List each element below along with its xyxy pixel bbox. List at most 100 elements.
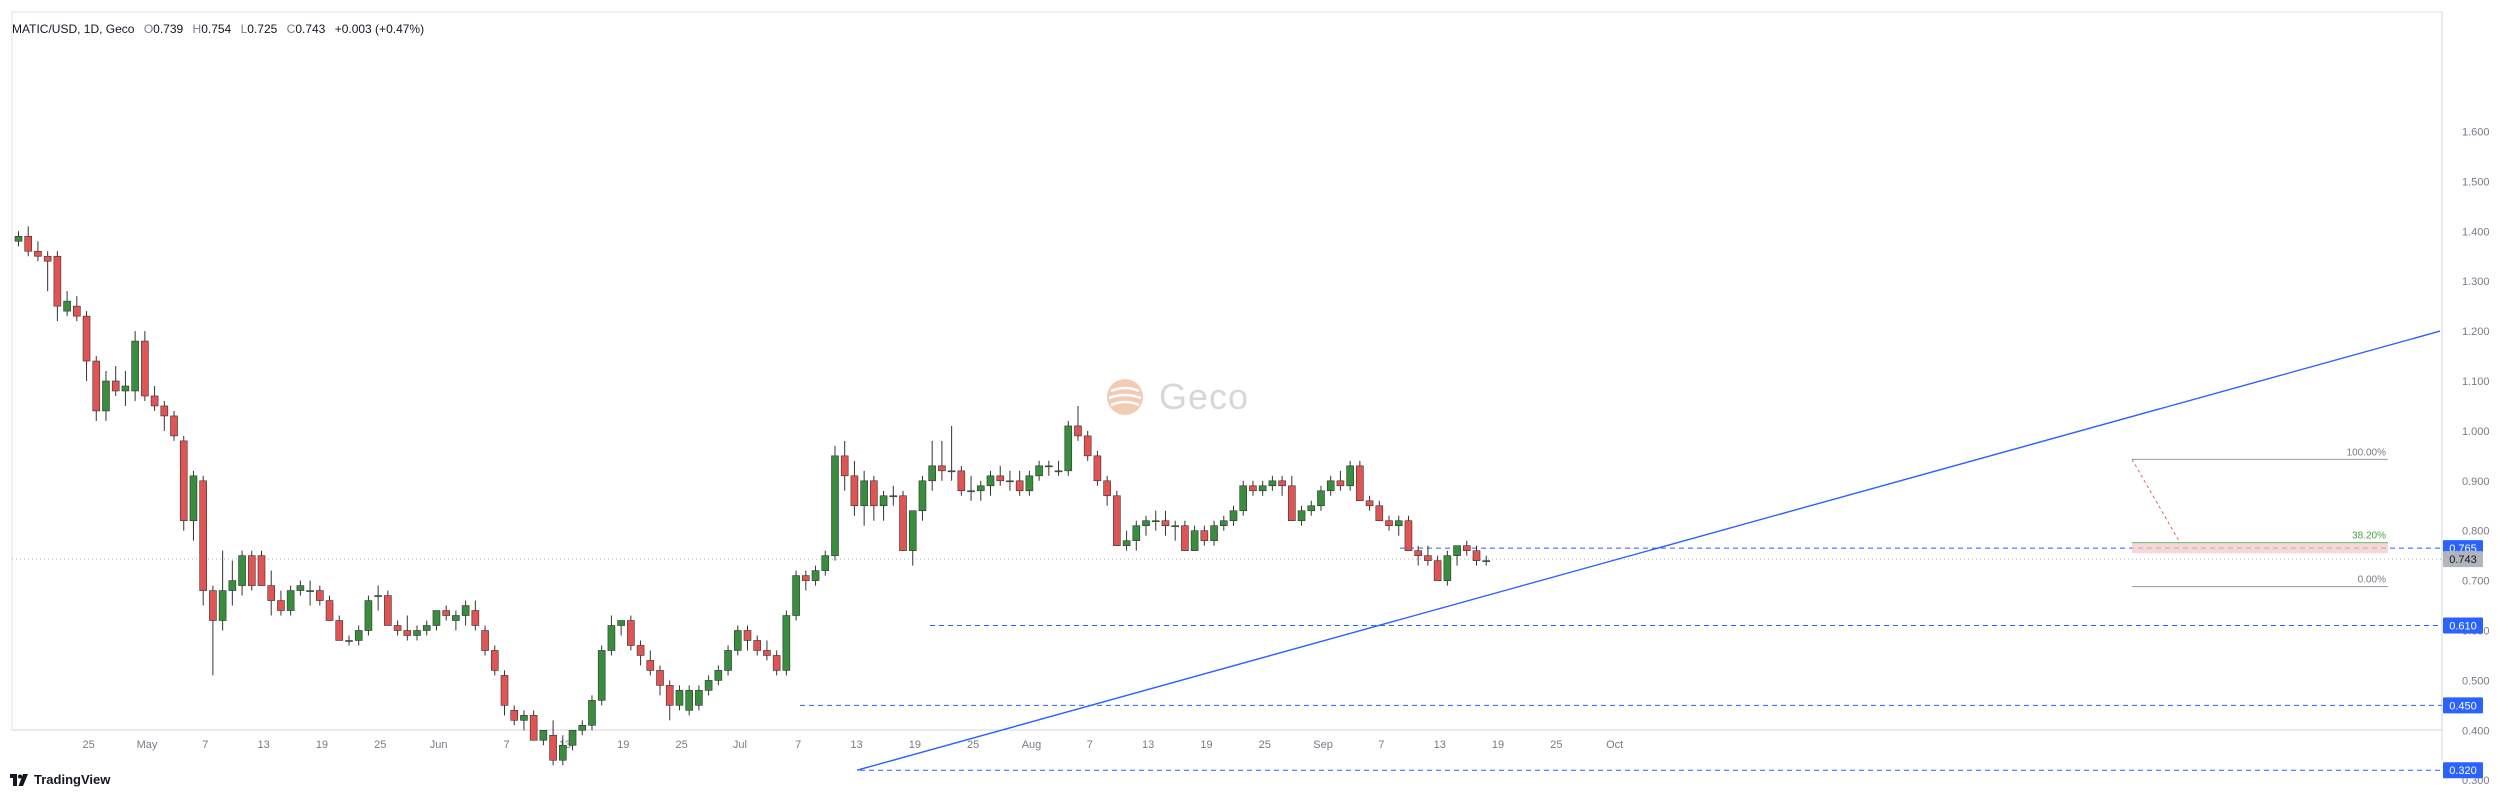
geco-logo-icon: [1107, 379, 1143, 415]
change-value: +0.003 (+0.47%): [334, 22, 425, 36]
x-tick-label: Oct: [1606, 739, 1623, 751]
x-tick-label: 13: [850, 739, 862, 751]
candle-body: [529, 715, 538, 741]
candle-body: [1171, 525, 1179, 528]
candle: [675, 685, 684, 711]
candle-body: [14, 235, 23, 242]
candle: [1132, 520, 1141, 551]
x-tick-label: 19: [316, 739, 328, 751]
candle-body: [364, 600, 373, 631]
candle-body: [733, 630, 742, 651]
candle: [403, 615, 412, 641]
price-label-text: 0.320: [2449, 765, 2477, 777]
candle: [374, 585, 382, 611]
x-tick-label: Jun: [430, 739, 448, 751]
geco-watermark: Geco: [1105, 376, 1249, 418]
candle-body: [831, 455, 839, 556]
candle: [967, 475, 975, 501]
symbol-label: MATIC/USD, 1D, Geco: [12, 22, 135, 36]
candle: [24, 226, 33, 257]
candle-body: [1015, 480, 1024, 492]
candle: [1249, 480, 1257, 496]
candle: [141, 331, 149, 401]
candle-body: [1365, 500, 1374, 507]
x-tick-label: 13: [1434, 739, 1446, 751]
candle-body: [316, 590, 324, 601]
candle: [345, 635, 353, 646]
tradingview-brand[interactable]: TradingView: [10, 772, 110, 787]
tradingview-name: TradingView: [34, 772, 111, 787]
candle-body: [354, 630, 363, 641]
candle-body: [24, 235, 33, 252]
candle-body: [1356, 465, 1364, 502]
candle-body: [461, 605, 470, 616]
candle: [286, 585, 295, 616]
candle: [1200, 525, 1209, 546]
candle: [1365, 495, 1374, 511]
candle: [209, 585, 217, 676]
candle: [1054, 460, 1063, 476]
candle: [1375, 500, 1384, 522]
x-tick-label: 25: [83, 739, 95, 751]
candle: [1414, 545, 1422, 566]
fib-diagonal: [2131, 459, 2181, 543]
x-tick-label: Aug: [1022, 739, 1042, 751]
candle-body: [685, 690, 693, 711]
candle: [850, 460, 859, 516]
high-value: 0.754: [201, 22, 232, 36]
candle: [1093, 450, 1102, 486]
candle: [986, 470, 995, 496]
candle: [490, 645, 499, 676]
candle-body: [772, 655, 781, 671]
x-tick-label: 13: [1142, 739, 1154, 751]
candle-body: [1443, 555, 1452, 581]
candle-body: [1297, 510, 1306, 522]
candle: [354, 625, 363, 646]
candle: [753, 635, 762, 656]
candle-body: [345, 640, 353, 642]
candle: [189, 470, 198, 541]
candle-body: [374, 595, 382, 597]
candle-body: [1181, 525, 1189, 551]
candle-body: [986, 475, 995, 487]
x-tick-label: Jul: [733, 739, 747, 751]
candle-body: [743, 630, 752, 641]
candle: [1219, 515, 1228, 531]
candle: [306, 580, 314, 606]
candle: [704, 675, 713, 696]
y-tick-label: 1.500: [2462, 176, 2490, 188]
candle-body: [510, 710, 519, 721]
price-label-text: 0.743: [2449, 554, 2477, 566]
candle: [1113, 490, 1121, 546]
x-tick-label: 7: [1087, 739, 1093, 751]
candle: [520, 710, 528, 731]
candle-body: [1326, 480, 1335, 492]
candle: [1064, 420, 1073, 476]
candle-body: [1093, 455, 1102, 482]
candle: [481, 625, 489, 656]
candle: [559, 735, 567, 766]
candle: [1171, 520, 1179, 541]
candle: [646, 650, 655, 676]
candle: [724, 645, 732, 676]
candle-body: [141, 340, 149, 397]
candle: [179, 435, 188, 531]
candle: [1151, 510, 1160, 531]
candle-body: [938, 465, 946, 472]
candle: [247, 550, 256, 591]
tradingview-logo-icon: [10, 773, 28, 786]
candle-body: [500, 675, 509, 706]
candle: [568, 729, 577, 751]
candle: [92, 356, 101, 421]
candle-body: [636, 645, 645, 656]
candle-body: [918, 480, 927, 512]
candle: [1356, 460, 1364, 502]
candle: [63, 291, 71, 317]
candle: [1161, 510, 1170, 536]
candle-body: [1249, 485, 1257, 492]
candle: [199, 475, 207, 606]
plot-frame: [11, 11, 2443, 731]
candle-body: [1394, 520, 1403, 527]
x-tick-label: 7: [202, 739, 208, 751]
